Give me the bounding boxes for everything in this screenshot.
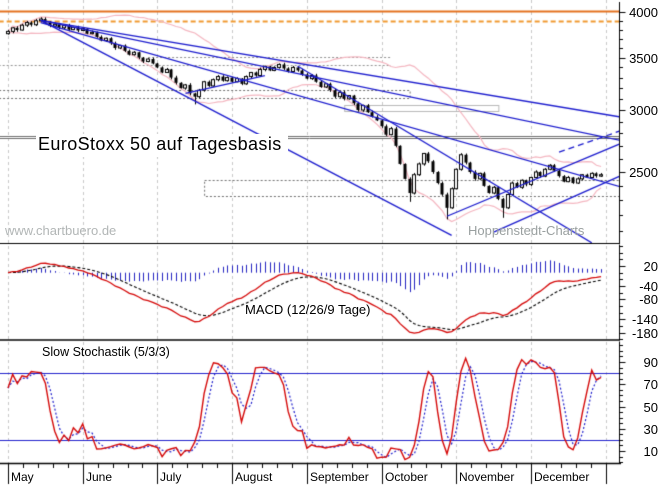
month-label: July [160,470,182,484]
watermark-hoppenstedt: Hoppenstedt-Charts [468,223,585,238]
month-label: October [385,470,428,484]
macd-axis-label: -40 [639,279,658,294]
month-label: September [310,470,369,484]
stoch-axis-label: 30 [643,422,658,437]
price-axis-label: 2500 [629,165,658,180]
stoch-axis-label: 50 [643,400,658,415]
macd-axis-label: -180 [631,326,658,341]
month-label: May [11,470,34,484]
month-label: December [534,470,590,484]
price-axis-label: 4000 [629,5,658,20]
macd-axis-label: -140 [631,312,658,327]
price-axis-label: 3500 [629,51,658,66]
stoch-axis-label: 70 [643,377,658,392]
stoch-axis-label: 10 [643,444,658,459]
price-axis-label: 3000 [629,103,658,118]
watermark-chartbuero: www.chartbuero.de [5,223,117,238]
macd-axis-label: -80 [639,292,658,307]
macd-axis-label: 20 [643,259,658,274]
chart-title: EuroStoxx 50 auf Tagesbasis [36,134,288,157]
month-label: November [459,470,515,484]
month-label: June [86,470,113,484]
stochastic-panel-label: Slow Stochastik (5/3/3) [42,345,170,359]
macd-panel-label: MACD (12/26/9 Tage) [245,302,371,317]
month-label: August [235,470,273,484]
stoch-axis-label: 90 [643,355,658,370]
